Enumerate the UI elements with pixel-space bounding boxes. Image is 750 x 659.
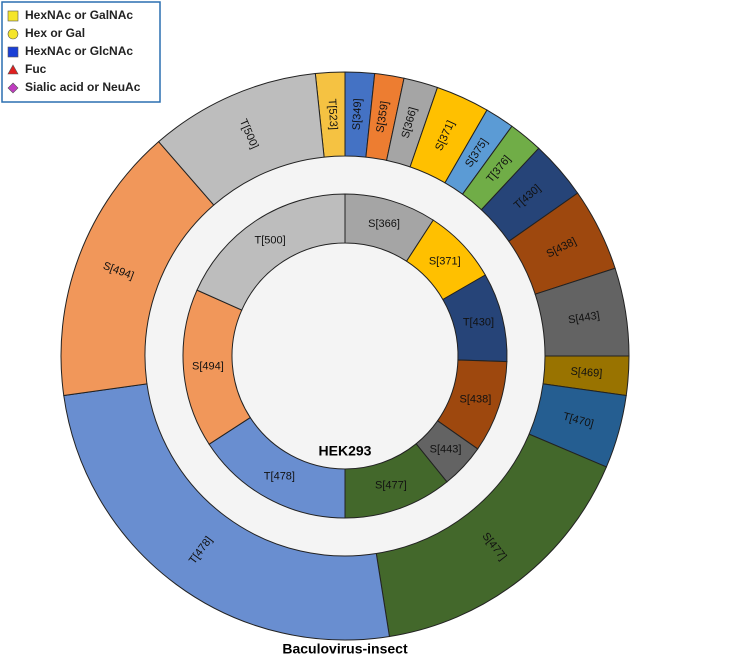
segment — [157, 73, 325, 206]
rings: T[523] S[349] S[359] S[366] S[371]S[375]T[37… — [60, 71, 630, 641]
segment — [63, 383, 390, 641]
segment-label: S[477] — [375, 480, 407, 492]
legend-label: Sialic acid or NeuAc — [25, 80, 141, 94]
segment-label: S[366] — [368, 218, 400, 230]
legend: HexNAc or GalNAc Hex or Gal HexNAc or GlcN… — [7, 8, 141, 94]
legend-symbol — [7, 64, 19, 75]
segment-label: S[438] — [459, 394, 491, 406]
segment-label: S[443] — [430, 444, 462, 456]
legend-symbol — [7, 82, 19, 94]
segment-label: T[478] — [264, 471, 295, 483]
outer-title: Baculovirus-insect — [282, 641, 408, 657]
segment — [196, 193, 346, 311]
inner-title: HEK293 — [319, 443, 372, 459]
segment-label: T[430] — [463, 317, 494, 329]
legend-label: Hex or Gal — [25, 26, 85, 40]
legend-label: HexNAc or GlcNAc — [25, 44, 133, 58]
segment-label: S[371] — [429, 255, 461, 267]
segment-label: S[469] — [570, 366, 603, 380]
segment-label: T[500] — [255, 235, 286, 247]
segment-label: T[523] — [326, 98, 340, 130]
legend-symbol — [7, 28, 19, 40]
segment-label: S[359] — [374, 100, 391, 133]
legend-label: Fuc — [25, 62, 47, 76]
legend-box — [1, 1, 161, 103]
legend-label: HexNAc or GalNAc — [25, 8, 133, 22]
segment-label: S[443] — [567, 310, 600, 327]
segment-label: S[494] — [192, 361, 224, 373]
legend-symbol — [7, 10, 19, 22]
segment-label: S[349] — [351, 98, 365, 130]
legend-symbol — [7, 46, 19, 58]
